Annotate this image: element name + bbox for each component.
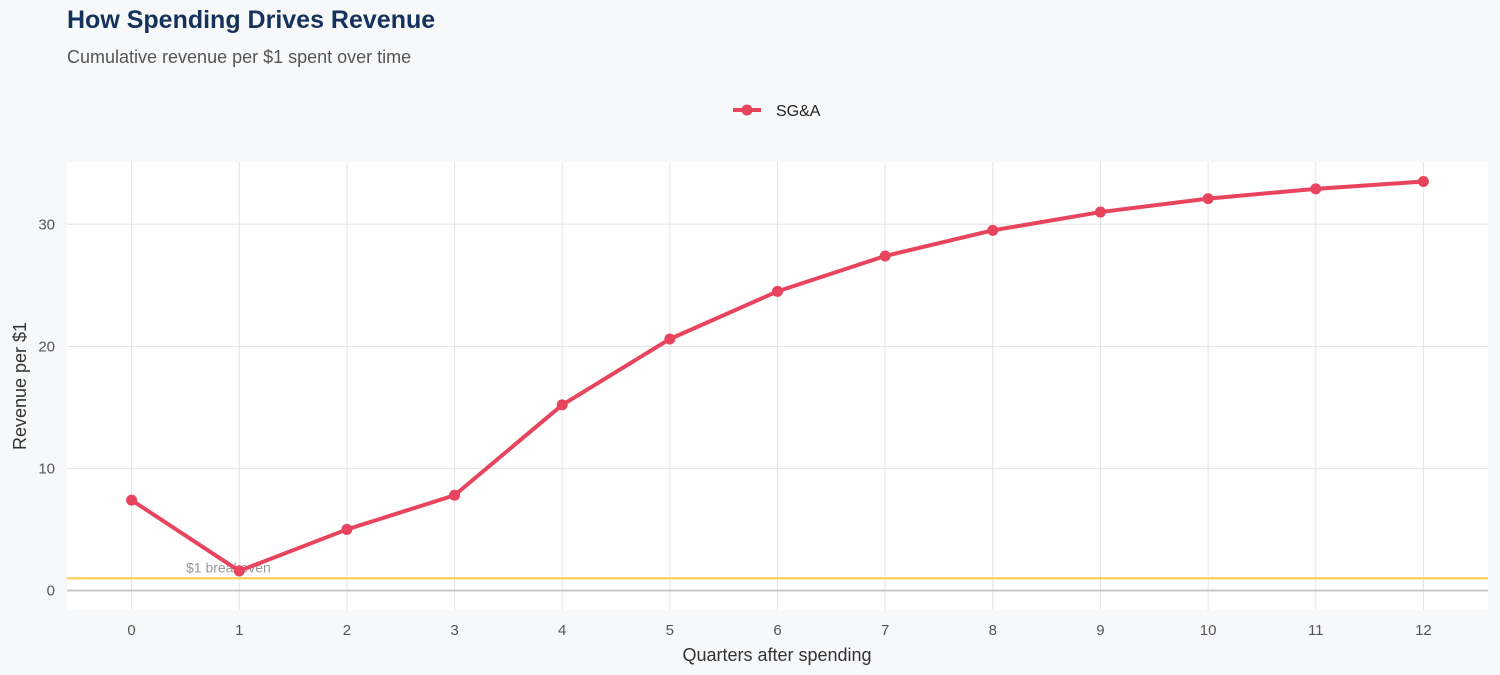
x-tick-label: 4 (558, 622, 566, 639)
data-point (987, 224, 999, 236)
x-tick-label: 10 (1200, 622, 1217, 639)
data-point (449, 489, 461, 501)
chart-title: How Spending Drives Revenue (67, 6, 436, 34)
data-point (879, 250, 891, 262)
data-point (233, 565, 245, 577)
data-point (664, 333, 676, 345)
chart-subtitle: Cumulative revenue per $1 spent over tim… (67, 47, 412, 67)
y-tick-label: 30 (38, 216, 55, 233)
x-tick-label: 6 (773, 622, 781, 639)
x-tick-label: 1 (235, 622, 243, 639)
x-tick-label: 11 (1308, 622, 1324, 639)
data-point (126, 494, 138, 506)
data-point (772, 285, 783, 297)
legend-swatch-point (741, 104, 753, 116)
x-tick-label: 7 (881, 622, 889, 639)
x-tick-label: 5 (666, 622, 674, 639)
data-point (1202, 193, 1214, 205)
breakeven-label: $1 breakeven (186, 559, 271, 575)
x-tick-label: 3 (450, 622, 458, 639)
data-point (556, 399, 568, 411)
y-tick-label: 10 (38, 460, 55, 477)
data-point (341, 523, 353, 535)
x-tick-label: 0 (127, 622, 135, 639)
legend-label: SG&A (776, 103, 821, 120)
x-tick-label: 9 (1096, 622, 1104, 639)
data-point (1417, 176, 1429, 188)
y-axis-label: Revenue per $1 (10, 322, 30, 450)
x-tick-label: 2 (343, 622, 351, 639)
y-tick-label: 20 (38, 338, 55, 355)
x-tick-label: 8 (989, 622, 997, 639)
data-point (1310, 183, 1322, 195)
data-point (1094, 206, 1106, 218)
x-tick-label: 12 (1415, 622, 1432, 639)
y-tick-label: 0 (47, 582, 55, 599)
x-axis-label: Quarters after spending (682, 645, 871, 665)
